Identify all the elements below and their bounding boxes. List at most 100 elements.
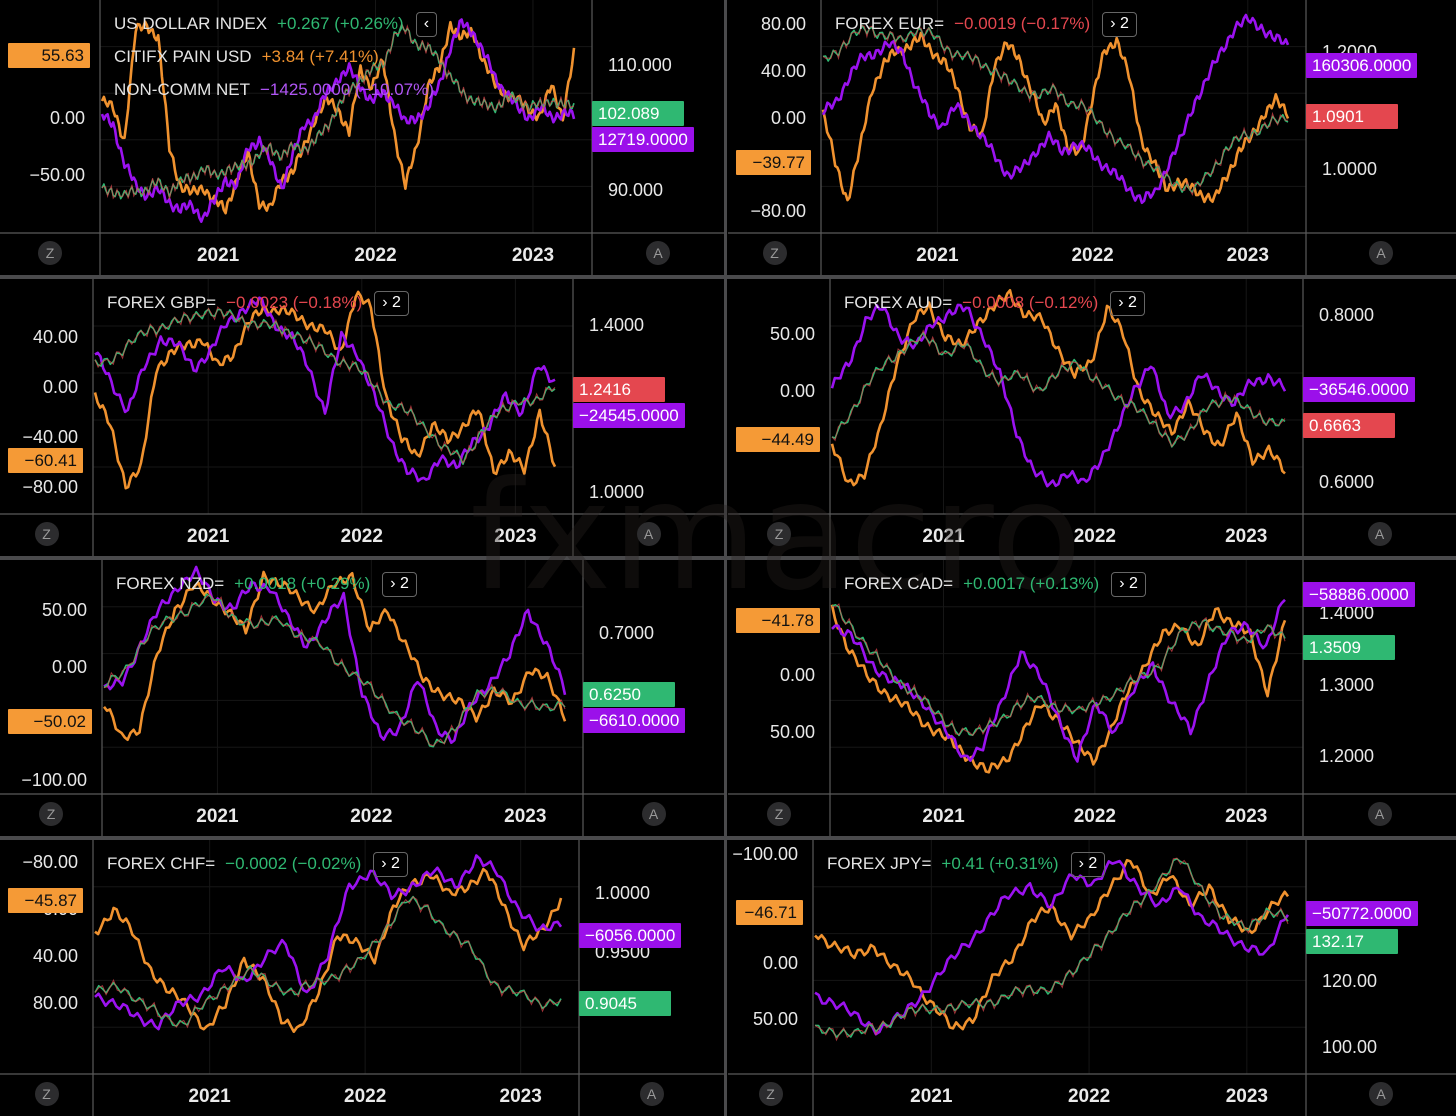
- chart-svg: 0.00 −50.00 110.000 90.000 2021 2022 2023: [0, 0, 724, 275]
- auto-scale-right-button[interactable]: A: [636, 522, 661, 546]
- auto-scale-left-button[interactable]: Z: [762, 241, 787, 265]
- x-tick-label: 2021: [196, 806, 239, 827]
- auto-scale-left-button[interactable]: Z: [767, 522, 791, 546]
- legend-row: US DOLLAR INDEX +0.267 (+0.26%) ‹: [114, 7, 444, 40]
- auto-scale-left-button[interactable]: Z: [34, 522, 59, 546]
- legend-series-name: NON-COMM NET: [114, 80, 250, 99]
- series-line-candles: [94, 896, 562, 1029]
- legend-series-name: FOREX EUR=: [835, 14, 945, 33]
- auto-scale-right-button[interactable]: A: [1369, 241, 1393, 265]
- legend-change: −0.0023 (−0.18%): [226, 293, 363, 312]
- left-tick-label: 40.00: [33, 946, 78, 966]
- x-tick-label: 2021: [910, 1086, 953, 1107]
- auto-scale-right-button[interactable]: A: [646, 241, 670, 265]
- price-badge-orange: 55.63: [8, 43, 90, 68]
- chart-panel[interactable]: 50.00 0.00 0.8000 0.6000 2021 2022 2023 FOREX A…: [728, 279, 1456, 556]
- legend-expand-button[interactable]: ‹: [415, 12, 438, 38]
- x-tick-label: 2023: [512, 245, 554, 266]
- legend-change: −0.0002 (−0.02%): [225, 854, 362, 873]
- x-tick-label: 2023: [1226, 1086, 1268, 1107]
- x-tick-label: 2023: [1225, 526, 1267, 547]
- series-line-green: [831, 331, 1286, 448]
- legend-expand-button[interactable]: › 2: [1111, 572, 1146, 598]
- panel-divider: [0, 556, 1456, 560]
- chart-svg: −80.000.0040.0080.001.00000.950020212022…: [0, 840, 724, 1116]
- legend-expand-button[interactable]: › 2: [1110, 291, 1145, 317]
- auto-scale-left-button[interactable]: Z: [34, 1082, 59, 1106]
- price-badge-green: 0.9045: [579, 991, 671, 1016]
- panel-divider: [0, 836, 1456, 840]
- chart-panel[interactable]: 0.00 −50.00 110.000 90.000 2021 2022 2023 US DO…: [0, 0, 724, 275]
- price-badge-green: 0.6250: [583, 682, 675, 707]
- legend-change: −0.0008 (−0.12%): [962, 293, 1099, 312]
- auto-scale-left-button[interactable]: Z: [767, 802, 791, 826]
- price-badge-purple: 12719.0000: [592, 127, 694, 152]
- series-line-orange: [830, 289, 1286, 487]
- x-tick-label: 2022: [1074, 526, 1116, 547]
- series-line-candles: [831, 603, 1286, 737]
- left-tick-label: 50.00: [770, 324, 815, 344]
- auto-scale-left-button[interactable]: Z: [758, 1082, 783, 1106]
- right-tick-label: 100.00: [1322, 1037, 1377, 1057]
- chart-legend: FOREX CHF= −0.0002 (−0.02%) › 2: [107, 847, 408, 880]
- right-tick-label: 1.3000: [1319, 675, 1374, 695]
- series-line-candles: [103, 593, 566, 747]
- auto-scale-right-button[interactable]: A: [1367, 522, 1392, 546]
- chart-legend: FOREX EUR= −0.0019 (−0.17%) › 2: [835, 7, 1137, 40]
- auto-scale-right-button[interactable]: A: [641, 802, 666, 826]
- price-badge-orange: −39.77: [736, 150, 811, 175]
- left-tick-label: 80.00: [761, 14, 806, 34]
- series-line-candles: [94, 306, 556, 464]
- x-tick-label: 2023: [500, 1086, 542, 1107]
- legend-expand-button[interactable]: › 2: [382, 572, 417, 598]
- x-tick-label: 2021: [197, 245, 240, 266]
- legend-expand-button[interactable]: › 2: [374, 291, 409, 317]
- legend-expand-button[interactable]: › 2: [373, 852, 408, 878]
- x-tick-label: 2021: [188, 1086, 231, 1107]
- series-line-candles: [101, 21, 575, 200]
- left-tick-label: 80.00: [33, 993, 78, 1013]
- series-line-orange: [93, 290, 557, 490]
- chart-svg: 40.00 0.00 −40.00 −80.00 1.4000 1.0000 2021 202…: [0, 279, 724, 556]
- x-tick-label: 2021: [922, 806, 965, 827]
- legend-row: CITIFX PAIN USD +3.84 (+7.41%): [114, 40, 444, 73]
- left-tick-label: 0.00: [43, 377, 78, 397]
- x-tick-label: 2022: [1071, 245, 1113, 266]
- price-badge-red: 0.6663: [1303, 413, 1395, 438]
- legend-row: FOREX NZD= +0.0018 (+0.29%) › 2: [116, 567, 417, 600]
- auto-scale-left-button[interactable]: Z: [38, 241, 62, 265]
- chart-svg: 50.00 0.00 0.8000 0.6000 2021 2022 2023: [728, 279, 1456, 556]
- chart-panel[interactable]: −80.000.0040.0080.001.00000.950020212022…: [0, 840, 724, 1116]
- series-line-purple: [814, 859, 1290, 1036]
- panel-divider: [0, 275, 1456, 279]
- left-tick-label: 50.00: [42, 600, 87, 620]
- legend-expand-button[interactable]: › 2: [1070, 852, 1106, 878]
- chart-svg: 50.000.0050.001.40001.30001.200020212022…: [728, 560, 1456, 836]
- right-tick-label: 1.4000: [589, 315, 644, 335]
- chart-panel[interactable]: 50.000.0050.001.40001.30001.200020212022…: [728, 560, 1456, 836]
- left-tick-label: 0.00: [763, 953, 798, 973]
- legend-row: FOREX GBP= −0.0023 (−0.18%) › 2: [107, 286, 409, 319]
- x-tick-label: 2022: [350, 806, 392, 827]
- left-tick-label: 50.00: [770, 722, 815, 742]
- x-tick-label: 2023: [504, 806, 546, 827]
- chart-panel[interactable]: 80.00 40.00 0.00 −80.00 1.2000 1.0000 2021 2022…: [728, 0, 1456, 275]
- chart-panel[interactable]: −100.00 0.00 50.00 120.00 100.00 2021 2022 2023…: [728, 840, 1456, 1116]
- legend-row: FOREX CHF= −0.0002 (−0.02%) › 2: [107, 847, 408, 880]
- chart-panel[interactable]: 50.00 0.00 −100.00 0.7000 2021 2022 2023 FOREX …: [0, 560, 724, 836]
- right-tick-label: 90.000: [608, 180, 663, 200]
- x-tick-label: 2022: [354, 245, 396, 266]
- auto-scale-right-button[interactable]: A: [1369, 1082, 1393, 1106]
- left-tick-label: −80.00: [22, 477, 78, 497]
- left-tick-label: −100.00: [732, 844, 798, 864]
- left-tick-label: 0.00: [780, 381, 815, 401]
- series-line-orange: [94, 867, 563, 1033]
- auto-scale-left-button[interactable]: Z: [39, 802, 63, 826]
- x-tick-label: 2022: [1074, 806, 1116, 827]
- auto-scale-right-button[interactable]: A: [1367, 802, 1392, 826]
- chart-panel[interactable]: 40.00 0.00 −40.00 −80.00 1.4000 1.0000 2021 202…: [0, 279, 724, 556]
- legend-expand-button[interactable]: › 2: [1102, 12, 1137, 38]
- auto-scale-right-button[interactable]: A: [639, 1082, 664, 1106]
- price-badge-orange: −44.49: [736, 427, 820, 452]
- series-line-purple: [821, 13, 1290, 205]
